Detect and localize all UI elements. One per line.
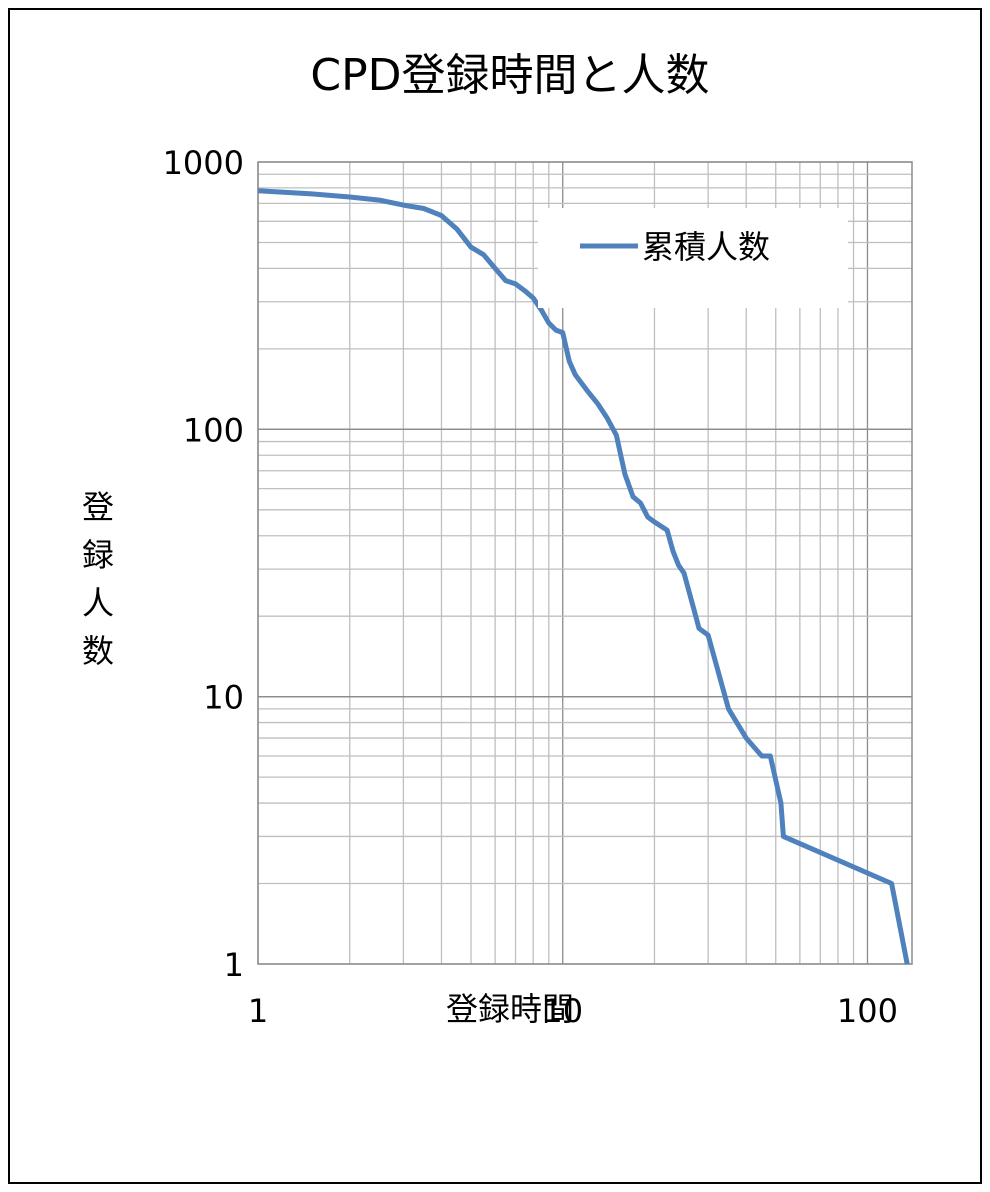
legend: 累積人数 — [538, 208, 848, 308]
x-axis-label: 登録時間 — [446, 990, 574, 1028]
y-tick-label: 100 — [183, 411, 244, 449]
chart-svg: CPD登録時間と人数 1 10 100 1000 1 10 100 累積人数 登録時間 登… — [82, 50, 913, 1030]
y-tick-label: 10 — [203, 679, 244, 717]
y-tick-label: 1000 — [163, 144, 244, 182]
y-tick-label: 1 — [224, 946, 244, 984]
x-tick-label: 1 — [248, 992, 268, 1030]
plot-area — [257, 161, 913, 965]
y-axis-ticks: 1 10 100 1000 — [163, 144, 244, 984]
x-tick-label: 100 — [837, 992, 898, 1030]
legend-label: 累積人数 — [642, 228, 770, 266]
series-line-cumulative — [257, 188, 910, 965]
chart-frame: CPD登録時間と人数 1 10 100 1000 1 10 100 累積人数 登録時間 登… — [8, 8, 982, 1184]
legend-box — [538, 208, 848, 308]
x-axis-ticks: 1 10 100 — [248, 992, 898, 1030]
chart-title: CPD登録時間と人数 — [310, 50, 709, 101]
x-tick-label: 10 — [542, 992, 583, 1030]
y-axis-label: 登録人数 — [82, 488, 114, 670]
